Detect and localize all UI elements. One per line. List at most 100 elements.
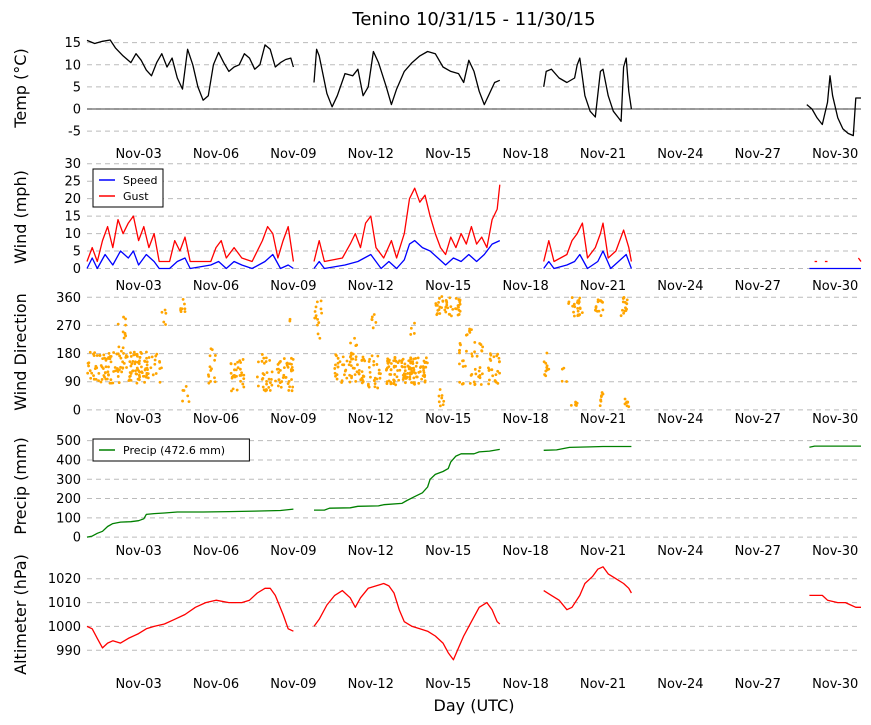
wind-direction-point: [424, 360, 428, 364]
wind-direction-point: [438, 297, 441, 300]
wind-direction-point: [441, 299, 445, 303]
wind-direction-point: [401, 378, 405, 381]
wind-direction-point: [241, 358, 245, 361]
wind-direction-point: [372, 363, 376, 367]
wind-direction-point: [576, 309, 580, 313]
wind-direction-point: [107, 373, 110, 377]
wind-direction-point: [291, 385, 295, 389]
wind-direction-point: [236, 360, 240, 364]
y-tick-label: 360: [56, 291, 81, 306]
y-tick-label: 200: [56, 492, 81, 507]
wind-direction-point: [146, 368, 149, 372]
wind-direction-point: [440, 306, 443, 310]
wind-direction-point: [338, 360, 342, 364]
wind-direction-point: [580, 311, 584, 315]
wind-direction-point: [183, 302, 186, 306]
wind-direction-point: [316, 317, 320, 321]
wind-direction-point: [367, 360, 371, 363]
wind-direction-point: [353, 336, 356, 340]
wind-direction-point: [403, 362, 407, 366]
wind-direction-point: [207, 374, 211, 378]
wind-direction-point: [133, 362, 137, 366]
direction-panel: 360 270 180 90 0 Wind Direction Nov-03 Nov-06 No…: [11, 291, 861, 427]
wind-direction-point: [469, 373, 473, 377]
wind-direction-point: [186, 394, 190, 398]
wind-direction-point: [351, 366, 355, 370]
wind-direction-point: [489, 353, 493, 357]
wind-direction-point: [578, 296, 582, 300]
wind-direction-point: [150, 355, 154, 359]
speed-series-line: [86, 250, 294, 270]
wind-direction-point: [343, 373, 346, 377]
wind-direction-point: [363, 359, 367, 363]
wind-direction-point: [356, 363, 359, 367]
y-tick-label: 0: [73, 103, 81, 118]
wind-direction-point: [231, 387, 235, 391]
wind-direction-point: [360, 359, 364, 362]
wind-direction-point: [423, 380, 427, 384]
wind-direction-point: [411, 371, 414, 374]
wind-direction-point: [93, 351, 97, 355]
wind-direction-point: [392, 378, 396, 382]
wind-direction-point: [470, 354, 474, 358]
wind-direction-point: [357, 368, 361, 372]
wind-direction-point: [404, 377, 408, 380]
x-tick-label: Nov-24: [657, 412, 703, 427]
y-tick-label: 30: [64, 157, 81, 172]
wind-direction-point: [158, 360, 162, 364]
wind-direction-point: [458, 300, 462, 304]
wind-direction-point: [145, 360, 149, 364]
y-tick-label: 1020: [48, 572, 81, 587]
wind-direction-point: [138, 370, 141, 374]
gust-series-line: [313, 184, 501, 263]
wind-direction-point: [291, 357, 295, 361]
wind-direction-point: [468, 327, 472, 331]
precip-panel: 500 400 300 200 100 0 Precip (mm) Nov-03 Nov-06 N…: [11, 434, 861, 559]
wind-direction-point: [151, 373, 155, 377]
wind-direction-point: [280, 380, 284, 383]
wind-direction-point: [348, 380, 352, 384]
wind-direction-point: [361, 355, 365, 359]
wind-direction-point: [123, 332, 127, 336]
wind-direction-point: [255, 375, 259, 379]
wind-direction-point: [240, 371, 244, 375]
wind-direction-point: [498, 371, 501, 375]
wind-direction-point: [341, 355, 345, 359]
wind-direction-point: [335, 377, 339, 381]
y-tick-label: 10: [64, 58, 81, 73]
wind-direction-point: [416, 356, 420, 360]
x-tick-label: Nov-27: [735, 147, 781, 162]
wind-direction-point: [290, 389, 294, 393]
wind-direction-point: [122, 352, 125, 355]
wind-direction-point: [444, 310, 448, 314]
wind-direction-point: [625, 400, 629, 404]
x-tick-label: Nov-18: [502, 544, 548, 559]
wind-direction-point: [562, 366, 566, 370]
wind-direction-point: [565, 380, 568, 383]
wind-direction-point: [461, 365, 465, 368]
wind-direction-point: [129, 372, 133, 375]
wind-direction-point: [454, 296, 458, 300]
wind-direction-point: [213, 376, 216, 380]
wind-direction-point: [473, 350, 476, 354]
altimeter-series-line: [809, 594, 861, 608]
wind-direction-point: [268, 389, 272, 392]
wind-direction-point: [479, 343, 483, 346]
wind-direction-point: [109, 378, 113, 382]
wind-direction-point: [570, 296, 574, 299]
wind-direction-point: [598, 404, 602, 408]
precip-series-line: [543, 445, 632, 451]
wind-direction-point: [314, 314, 318, 318]
wind-direction-point: [368, 370, 372, 374]
y-tick-label: 180: [56, 347, 81, 362]
wind-direction-point: [235, 388, 239, 392]
wind-direction-point: [234, 368, 238, 372]
temp-series-line: [543, 57, 633, 123]
wind-direction-point: [355, 370, 359, 374]
wind-direction-point: [208, 365, 212, 369]
altimeter-axis-label: Altimeter (hPa): [11, 554, 30, 675]
wind-direction-point: [481, 345, 485, 349]
x-tick-label: Nov-06: [193, 279, 239, 294]
wind-direction-point: [274, 379, 277, 383]
x-tick-label: Nov-27: [735, 544, 781, 559]
